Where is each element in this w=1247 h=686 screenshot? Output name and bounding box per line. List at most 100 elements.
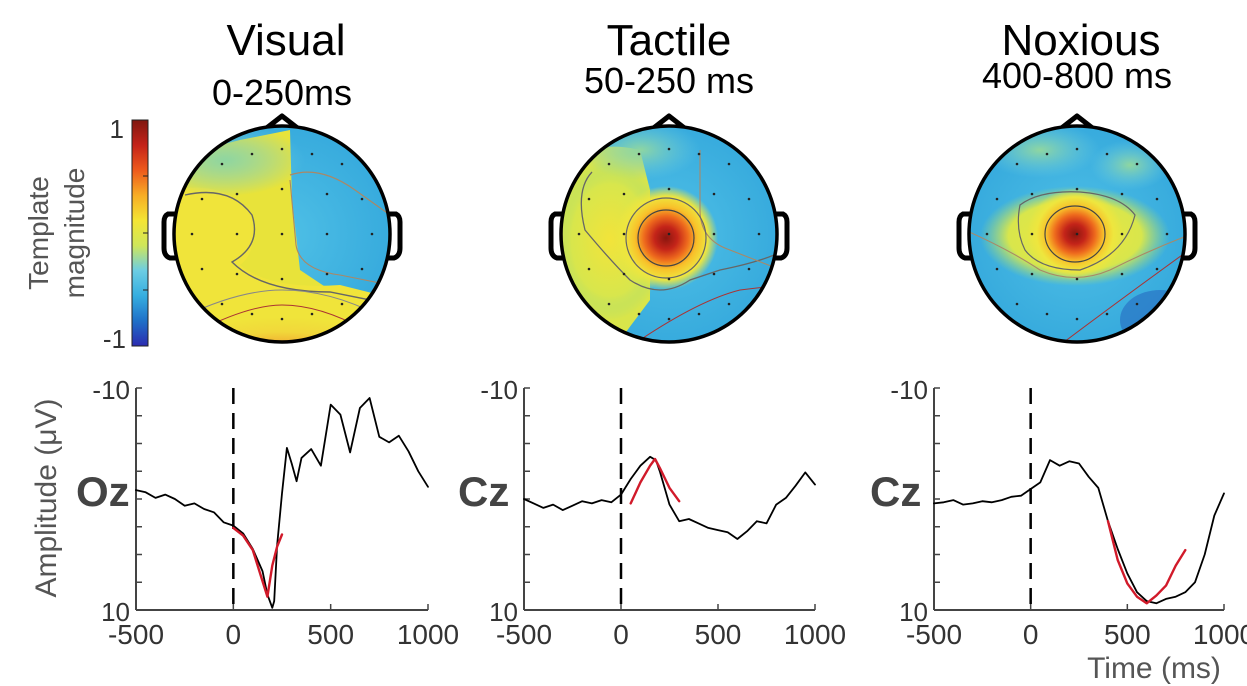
electrode-dot <box>280 147 284 151</box>
left-ear-icon <box>548 211 563 261</box>
electrode-dot <box>577 232 581 236</box>
y-tick-label: -10 <box>480 375 518 405</box>
erp-trace <box>523 455 816 540</box>
electrode-dot <box>622 232 626 236</box>
electrode-dot <box>622 192 626 196</box>
electrode-dot <box>250 152 254 156</box>
electrode-dot <box>667 277 671 281</box>
electrode-dot <box>340 162 344 166</box>
electrode-dot <box>280 187 284 191</box>
electrode-dot <box>1075 232 1079 236</box>
electrode-dot <box>200 197 204 201</box>
electrode-dot <box>280 277 284 281</box>
template-fit-trace <box>232 526 284 598</box>
electrode-dot <box>1105 312 1109 316</box>
electrode-dots <box>577 147 761 321</box>
x-tick-label: 1000 <box>784 619 846 650</box>
colorbar-label-line1: Template <box>23 176 54 290</box>
x-tick-label: 500 <box>1104 619 1151 650</box>
electrode-dot <box>587 197 591 201</box>
y-tick-label: 10 <box>489 597 518 627</box>
x-tick-label: -500 <box>496 619 552 650</box>
right-ear-icon <box>1183 211 1198 261</box>
electrode-label: Oz <box>76 468 130 515</box>
electrode-dot <box>727 162 731 166</box>
panel-visual: Visual 0-250ms <box>161 16 403 344</box>
electrode-dot <box>622 272 626 276</box>
electrode-dot <box>607 302 611 306</box>
electrode-dot <box>310 152 314 156</box>
electrode-dot <box>1135 162 1139 166</box>
electrode-dot <box>637 152 641 156</box>
electrode-dot <box>1075 317 1079 321</box>
electrode-dot <box>325 272 329 276</box>
electrode-dot <box>667 232 671 236</box>
right-ear-icon <box>775 211 790 261</box>
electrode-dot <box>712 272 716 276</box>
panel-title: Visual <box>226 16 345 65</box>
panel-title: Tactile <box>607 16 732 65</box>
electrode-dot <box>747 197 751 201</box>
panel-title: Noxious <box>1002 16 1161 65</box>
electrode-dot <box>1075 277 1079 281</box>
electrode-label: Cz <box>458 468 509 515</box>
electrode-dot <box>1155 267 1159 271</box>
erp-trace <box>933 459 1225 605</box>
electrode-dot <box>995 197 999 201</box>
electrode-dot <box>325 232 329 236</box>
electrode-dot <box>587 267 591 271</box>
electrode-dot <box>1045 152 1049 156</box>
electrode-dot <box>200 267 204 271</box>
electrode-dot <box>235 192 239 196</box>
electrode-dot <box>1135 302 1139 306</box>
x-tick-label: -500 <box>108 619 164 650</box>
electrode-dot <box>712 232 716 236</box>
y-tick-label: 10 <box>101 597 130 627</box>
electrode-dot <box>712 192 716 196</box>
x-tick-label: -500 <box>906 619 962 650</box>
right-ear-icon <box>388 211 403 261</box>
x-tick-label: 0 <box>1023 619 1039 650</box>
electrode-dot <box>1105 152 1109 156</box>
electrode-dot <box>697 152 701 156</box>
electrode-dot <box>1120 232 1124 236</box>
x-tick-label: 1000 <box>397 619 459 650</box>
electrode-dot <box>325 192 329 196</box>
electrode-dot <box>235 272 239 276</box>
electrode-dot <box>985 232 989 236</box>
electrode-dot <box>190 232 194 236</box>
electrode-dot <box>637 312 641 316</box>
x-tick-label: 1000 <box>1193 619 1247 650</box>
left-ear-icon <box>956 211 971 261</box>
electrode-dots <box>985 147 1169 321</box>
electrode-dot <box>310 312 314 316</box>
panel-noxious: Noxious 400-800 ms <box>956 16 1198 344</box>
electrode-dot <box>667 317 671 321</box>
erp-plot-visual: -10 10-500 0 500 1000 <box>92 375 459 650</box>
panel-window: 0-250ms <box>212 72 352 113</box>
electrode-dot <box>220 302 224 306</box>
electrode-dot <box>1030 192 1034 196</box>
colorbar-label-line2: magnitude <box>59 168 90 299</box>
electrode-dot <box>340 302 344 306</box>
electrode-dot <box>1165 232 1169 236</box>
electrode-dots <box>190 147 374 321</box>
colorbar-min-label: -1 <box>103 324 126 354</box>
topoplot <box>548 113 790 344</box>
colorbar-max-label: 1 <box>110 114 124 144</box>
electrode-dot <box>1120 272 1124 276</box>
electrode-dot <box>1045 312 1049 316</box>
x-axis-label: Time (ms) <box>1087 652 1221 685</box>
electrode-dot <box>667 147 671 151</box>
x-tick-label: 500 <box>307 619 354 650</box>
y-tick-label: -10 <box>92 375 130 405</box>
electrode-dot <box>757 232 761 236</box>
electrode-dot <box>667 187 671 191</box>
erp-trace <box>135 397 429 609</box>
erp-plot-noxious: -10 10-500 0 500 1000 <box>890 375 1247 650</box>
electrode-dot <box>1120 192 1124 196</box>
electrode-label: Cz <box>870 468 921 515</box>
electrode-dot <box>995 267 999 271</box>
panel-tactile: Tactile 50-250 ms <box>548 16 790 344</box>
x-tick-label: 500 <box>695 619 742 650</box>
